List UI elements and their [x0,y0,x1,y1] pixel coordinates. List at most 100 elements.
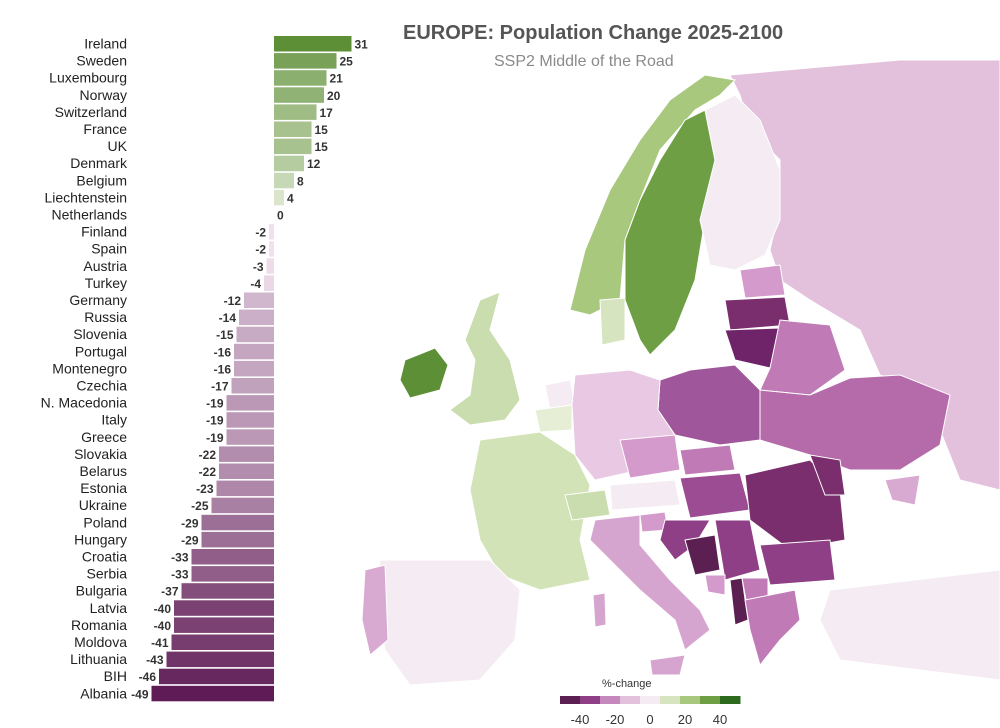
category-label: Turkey [85,275,127,291]
legend-swatch [560,696,581,704]
category-label: Italy [101,412,127,428]
category-label: Norway [80,87,127,103]
value-label: -2 [255,243,266,257]
map-hungary [679,472,751,519]
map-belgium [534,404,573,433]
legend-swatch [680,696,701,704]
map-italy [589,514,711,651]
legend-tick-label: 40 [713,712,727,726]
value-label: 25 [340,55,354,69]
value-label: -29 [181,533,199,547]
category-label: Bulgaria [76,583,128,599]
category-label: Montenegro [52,360,127,376]
value-label: -25 [191,499,209,513]
bar-uk [274,138,312,155]
bar-italy [226,412,274,428]
value-label: 31 [355,38,369,52]
category-label: Estonia [80,480,127,496]
bar-denmark [274,155,304,172]
bar-greece [226,429,274,445]
bar-hungary [201,531,274,548]
bar-estonia [216,480,274,497]
category-label: Czechia [76,378,127,394]
value-label: -19 [206,431,224,445]
category-label: Portugal [75,343,127,359]
bar-poland [201,514,274,531]
category-label: Luxembourg [49,70,127,86]
bar-norway [274,87,324,103]
value-label: -22 [199,465,217,479]
category-label: Latvia [90,600,128,616]
bar-belgium [274,172,294,189]
map-denmark [599,297,626,346]
map-austria [609,479,681,511]
value-label: -19 [206,414,224,428]
value-label: -15 [216,328,234,342]
legend-swatch [640,696,661,704]
legend-swatch [580,696,601,704]
legend-tick-label: -20 [606,712,625,726]
category-label: Finland [81,224,127,240]
category-label: Spain [91,241,127,257]
value-label: -43 [146,653,164,667]
map-sardinia [592,592,607,628]
map-norway [569,74,737,316]
bar-switzerland [274,104,317,120]
category-label: Lithuania [70,651,127,667]
category-label: Switzerland [55,104,127,120]
value-label: -19 [206,397,224,411]
bar-ireland [274,36,352,52]
bar-liechtenstein [274,189,284,206]
map-spain [374,559,521,686]
value-label: -16 [214,362,232,376]
bar-ukraine [211,497,274,514]
legend-tick-label: 20 [678,712,692,726]
value-label: -37 [161,585,179,599]
value-label: 15 [315,123,329,137]
value-label: -4 [250,277,261,291]
category-label: Greece [81,429,127,445]
map-france [469,431,591,591]
value-label: 21 [330,72,344,86]
bar-portugal [234,343,274,360]
value-label: 17 [320,106,334,120]
value-label: -46 [139,670,157,684]
value-label: -29 [181,516,199,530]
value-label: -22 [199,448,217,462]
map-bulgaria [759,539,836,586]
legend-swatch [720,696,741,704]
map-montenegro [704,574,726,596]
category-label: N. Macedonia [41,395,128,411]
category-label: Netherlands [52,207,128,223]
category-label: BIH [104,668,127,684]
category-label: Slovenia [73,326,127,342]
map-title: EUROPE: Population Change 2025-2100 [403,22,784,44]
legend-title: %-change [602,678,652,690]
category-label: Poland [83,514,127,530]
value-label: 8 [297,174,304,188]
bar-france [274,121,312,137]
map-finland [699,94,781,271]
legend-tick-label: 0 [646,712,653,726]
category-label: Russia [84,309,127,325]
value-label: 20 [327,89,341,103]
value-label: -14 [219,311,237,325]
category-label: UK [108,138,128,154]
bar-turkey [264,275,274,291]
legend-swatch [620,696,641,704]
bar-croatia [191,549,274,565]
bar-luxembourg [274,70,327,86]
category-label: Belarus [80,463,127,479]
legend-tick-label: -40 [571,712,590,726]
map-ireland [399,347,449,399]
bar-finland [269,224,274,240]
map-switzerland [564,489,611,521]
bar-montenegro [234,360,274,377]
map-slovakia [679,444,736,476]
value-label: -3 [253,260,264,274]
value-label: 12 [307,157,321,171]
category-label: Slovakia [74,446,127,462]
map-serbia [714,519,761,581]
bar-sweden [274,53,337,69]
map-ukraine [759,374,951,471]
